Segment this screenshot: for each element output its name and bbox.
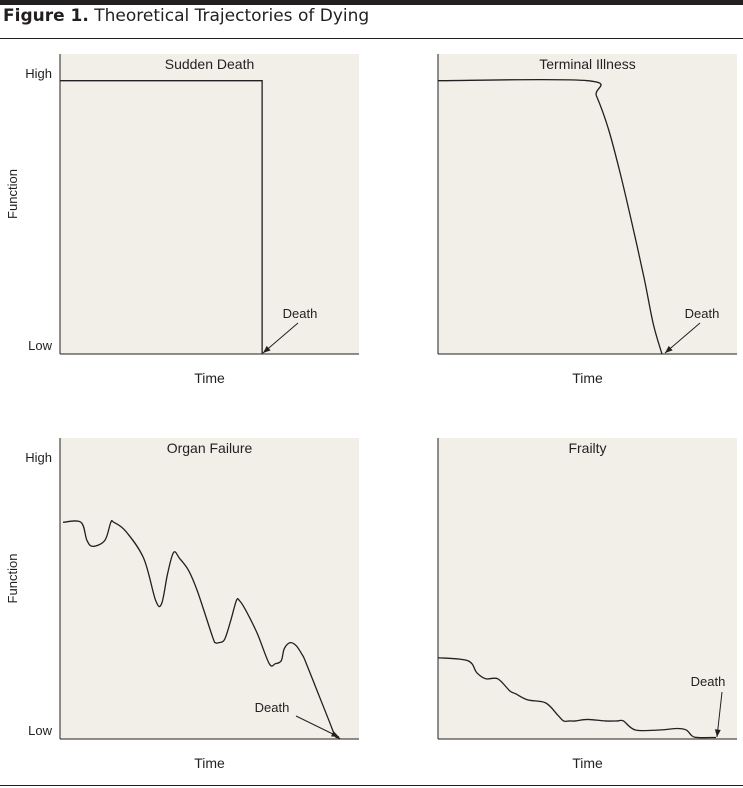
- figure-caption: Figure 1. Theoretical Trajectories of Dy…: [3, 6, 369, 26]
- figure-label: Figure 1.: [3, 6, 89, 26]
- chart-panel-3: Organ Failure Time Function Low High Death: [5, 438, 359, 771]
- trajectory-line: [437, 657, 717, 739]
- chart-panel-4: Frailty Time Death: [437, 438, 737, 771]
- trajectory-line: [60, 80, 263, 354]
- y-axis-label: Function: [5, 554, 20, 604]
- top-bar: [0, 0, 743, 5]
- x-axis-label: Time: [194, 755, 225, 771]
- y-tick-label-low: Low: [28, 338, 52, 353]
- plot-area: [438, 54, 737, 354]
- death-annotation-arrow-shaft: [716, 691, 723, 738]
- plot-area: [438, 438, 737, 739]
- death-annotation-arrow-shaft: [664, 322, 701, 354]
- y-tick-label-low: Low: [28, 723, 52, 738]
- death-annotation-label: Death: [691, 674, 726, 689]
- y-tick-label-high: High: [25, 66, 52, 81]
- death-annotation-arrowhead: [665, 345, 673, 353]
- chart-title: Frailty: [568, 440, 606, 456]
- y-axis-label: Function: [5, 169, 20, 219]
- chart-panel-1: Sudden Death Time Function Low High Death: [5, 54, 359, 386]
- chart-title: Organ Failure: [167, 440, 253, 456]
- x-axis-label: Time: [572, 755, 603, 771]
- x-axis-label: Time: [572, 370, 603, 386]
- trajectory-line: [62, 519, 341, 740]
- death-annotation-arrow-shaft: [262, 322, 299, 354]
- death-annotation-arrowhead: [263, 345, 271, 353]
- death-annotation-label: Death: [283, 306, 318, 321]
- chart-title: Terminal Illness: [539, 56, 635, 72]
- plot-area: [60, 438, 359, 739]
- chart-title: Sudden Death: [165, 56, 255, 72]
- y-tick-label-high: High: [25, 450, 52, 465]
- death-annotation-arrow-shaft: [295, 715, 340, 738]
- death-annotation-arrowhead: [714, 729, 721, 737]
- death-annotation-label: Death: [685, 306, 720, 321]
- death-annotation-arrowhead: [331, 731, 339, 737]
- bottom-rule: [0, 785, 743, 786]
- x-axis-label: Time: [194, 370, 225, 386]
- trajectory-line: [437, 78, 663, 355]
- caption-rule: [0, 38, 743, 39]
- chart-panel-2: Terminal Illness Time Death: [437, 54, 737, 386]
- figure-title: Theoretical Trajectories of Dying: [94, 6, 370, 26]
- death-annotation-label: Death: [255, 700, 290, 715]
- plot-area: [60, 54, 359, 354]
